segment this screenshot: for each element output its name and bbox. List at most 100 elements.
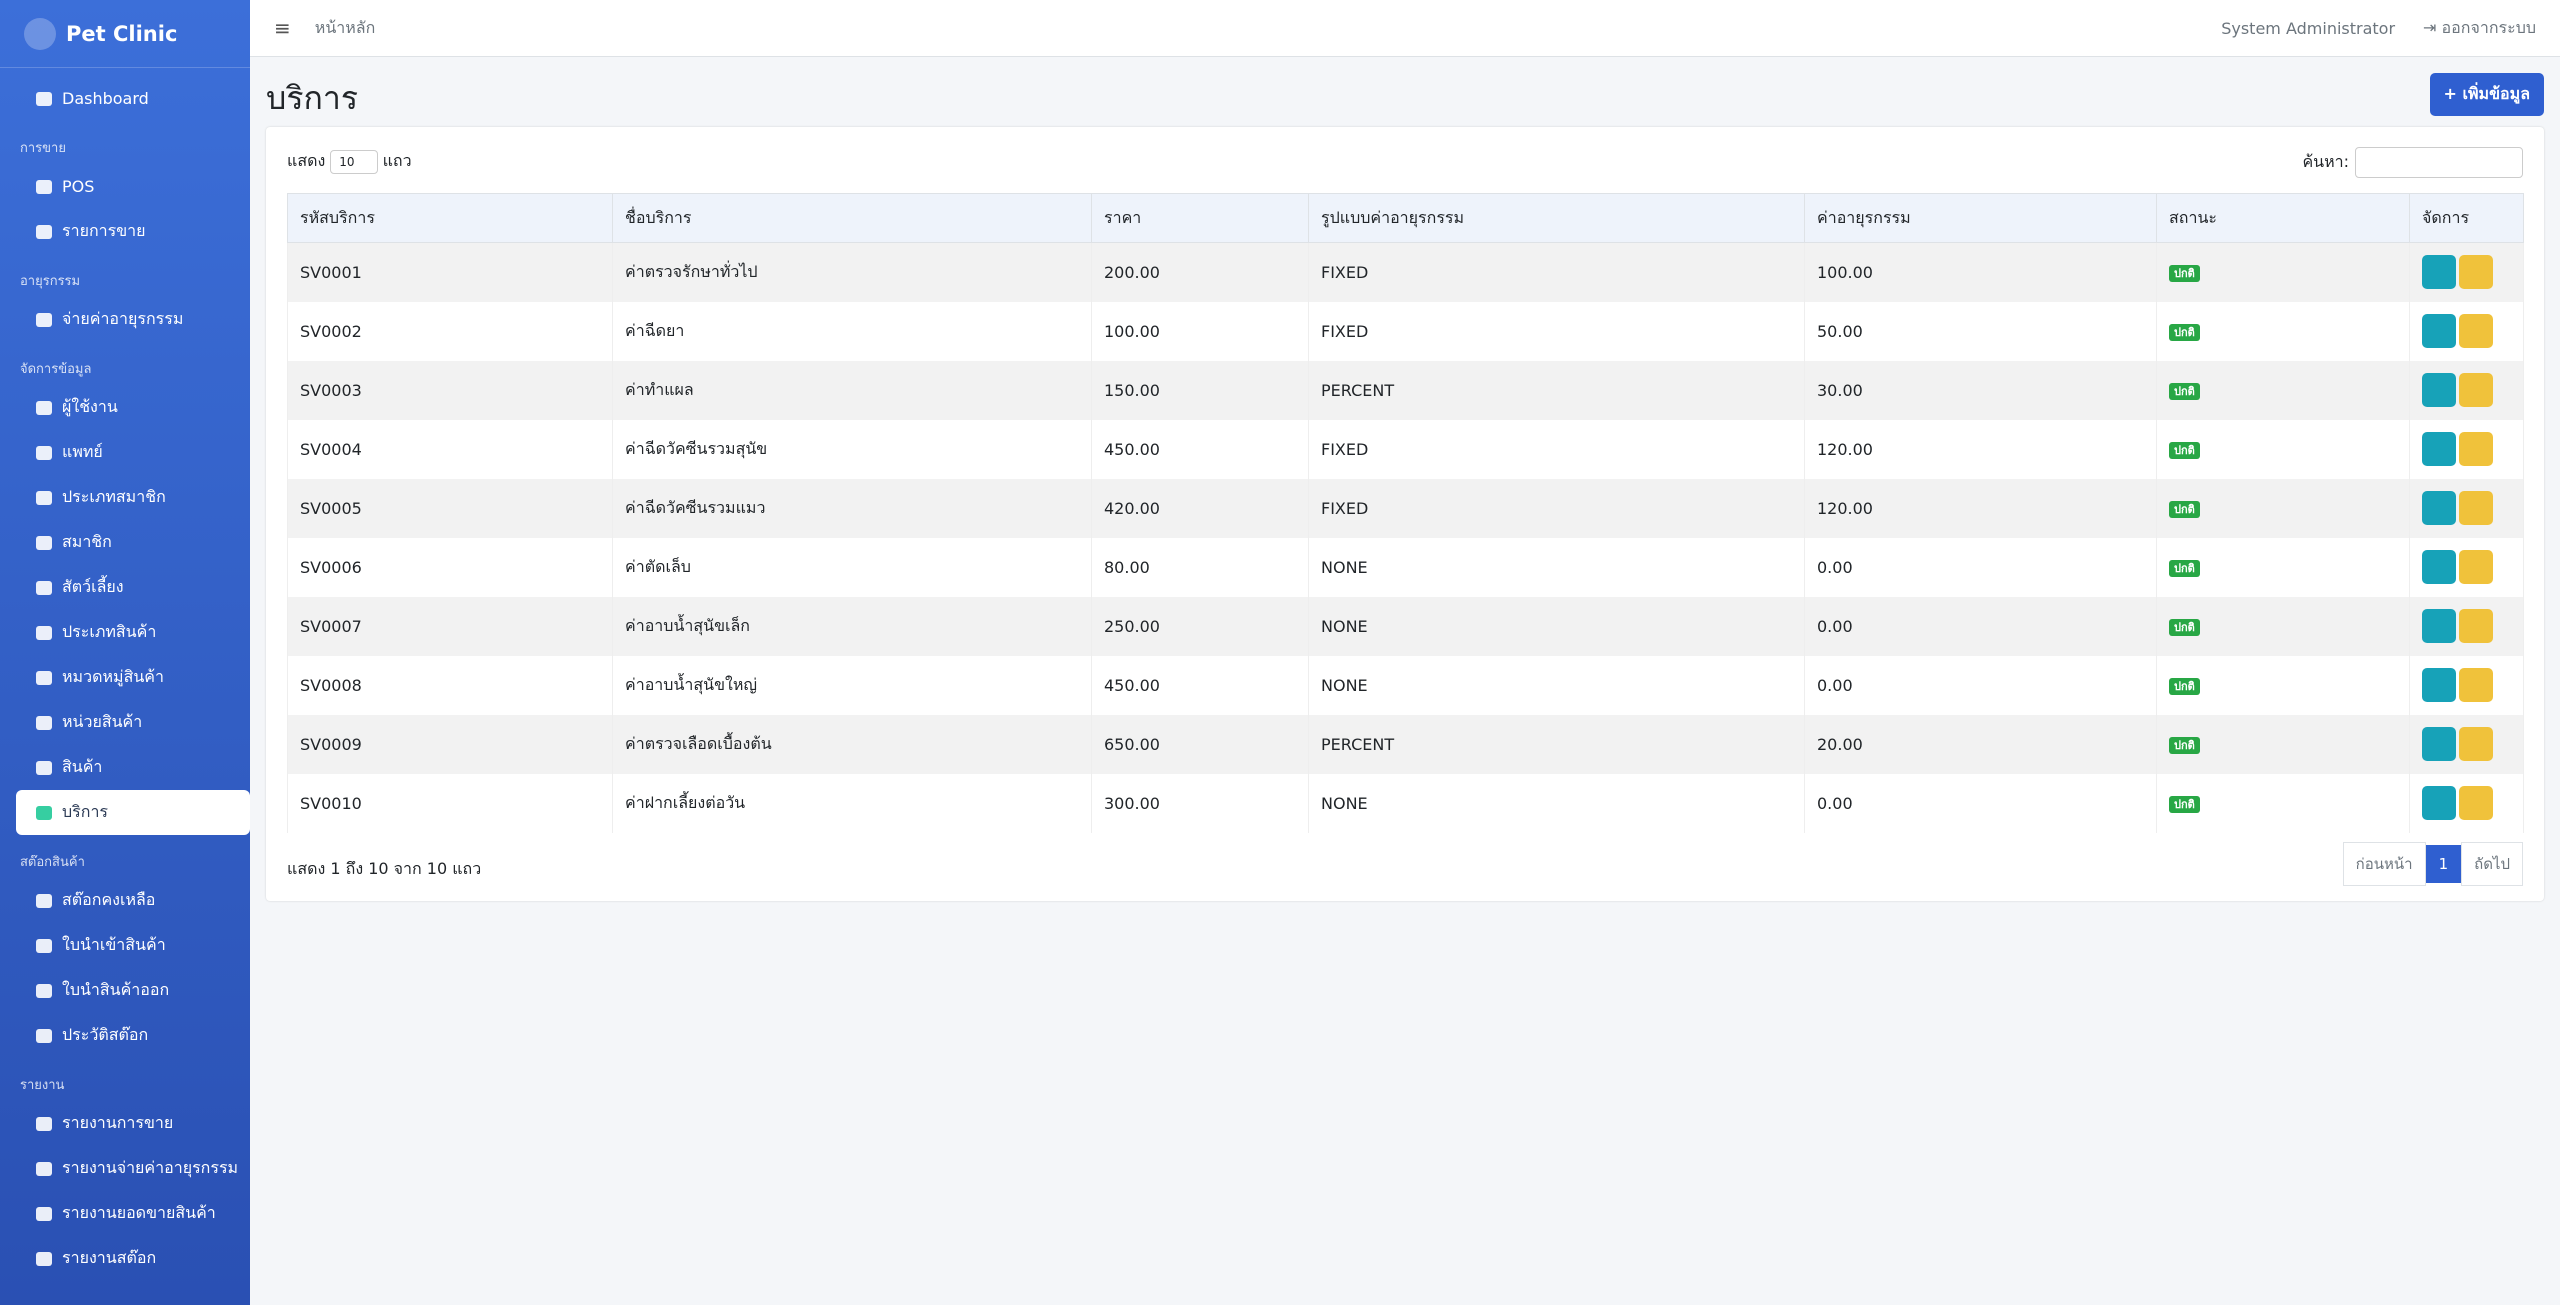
icon — [36, 1251, 52, 1266]
icon — [36, 535, 52, 550]
actions — [2409, 360, 2524, 420]
brand[interactable]: Pet Clinic — [0, 0, 250, 68]
table-cell: 300.00 — [1091, 773, 1309, 833]
menu-item[interactable]: รายงานยอดขายสินค้า — [0, 1191, 250, 1236]
search-input[interactable] — [2355, 147, 2523, 178]
menu-label: POS — [62, 177, 95, 196]
user-name[interactable]: System Administrator — [2221, 18, 2396, 38]
next-button[interactable]: ถัดไป — [2461, 842, 2523, 886]
disable-button[interactable] — [2459, 432, 2493, 466]
table-row: SV0004 ค่าฉีดวัคซีนรวมสุนัข 450.00 FIXED 120… — [287, 419, 2524, 479]
actions — [2409, 419, 2524, 479]
table: รหัสบริการ ชื่อบริการ ราคา รูปแบบค่าอายุรกร… — [287, 193, 2524, 833]
disable-button[interactable] — [2459, 786, 2493, 820]
table-row: SV0001 ค่าตรวจรักษาทั่วไป 200.00 FIXED 100.0… — [287, 242, 2524, 302]
logout[interactable]: ⇥ ออกจากระบบ — [2423, 17, 2536, 37]
column-header[interactable]: ชื่อบริการ — [612, 193, 1092, 243]
disable-button[interactable] — [2459, 668, 2493, 702]
menu-item[interactable]: สินค้า — [0, 745, 250, 790]
actions — [2409, 714, 2524, 774]
edit-button[interactable] — [2422, 432, 2456, 466]
menu-item[interactable]: แพทย์ — [0, 430, 250, 475]
menu-item[interactable]: ประเภทสินค้า — [0, 610, 250, 655]
menu-item[interactable]: รายงานสต๊อก — [0, 1236, 250, 1281]
menu-item[interactable]: บริการ — [16, 790, 250, 835]
menu-item[interactable]: สมาชิก — [0, 520, 250, 565]
logo — [24, 17, 56, 50]
menu-item[interactable]: ประเภทสมาชิก — [0, 475, 250, 520]
menu-item[interactable]: หน่วยสินค้า — [0, 700, 250, 745]
menu-item[interactable]: ใบนำเข้าสินค้า — [0, 923, 250, 968]
edit-button[interactable] — [2422, 373, 2456, 407]
menu-label: ผู้ใช้งาน — [62, 397, 118, 416]
table-row: SV0008 ค่าอาบน้ำสุนัขใหญ่ 450.00 NONE 0.00 ปก… — [287, 655, 2524, 715]
table-row: SV0006 ค่าตัดเล็บ 80.00 NONE 0.00 ปกติ — [287, 537, 2524, 597]
page-button[interactable]: 1 — [2425, 845, 2462, 883]
menu-item[interactable]: ประวัติสต๊อก — [0, 1013, 250, 1058]
table-cell: 0.00 — [1804, 655, 2157, 715]
menu-item[interactable]: ผู้ใช้งาน — [0, 385, 250, 430]
table-cell: 420.00 — [1091, 478, 1309, 538]
disable-button[interactable] — [2459, 491, 2493, 525]
hamburger[interactable]: ≡ — [274, 16, 291, 40]
table-cell: 120.00 — [1804, 478, 2157, 538]
card: แสดง 10 แถว ค้นหา: รหัสบริการ ชื่อบริการร… — [266, 127, 2544, 901]
column-header[interactable]: สถานะ — [2156, 193, 2410, 243]
menu-item[interactable]: สัตว์เลี้ยง — [0, 565, 250, 610]
column-header[interactable]: จัดการ — [2409, 193, 2524, 243]
edit-button[interactable] — [2422, 727, 2456, 761]
page-size-select[interactable]: 10 — [330, 149, 378, 174]
menu-item[interactable]: POS — [0, 164, 250, 209]
table-cell: 0.00 — [1804, 537, 2157, 597]
menu-item[interactable]: จ่ายค่าอายุรกรรม — [0, 297, 250, 342]
table-cell: ค่าอาบน้ำสุนัขใหญ่ — [612, 655, 1092, 715]
disable-button[interactable] — [2459, 727, 2493, 761]
icon — [36, 1116, 52, 1131]
menu-item[interactable]: Dashboard — [0, 76, 250, 121]
icon — [36, 893, 52, 908]
menu-item[interactable]: รายงานจ่ายค่าอายุรกรรม — [0, 1146, 250, 1191]
edit-button[interactable] — [2422, 314, 2456, 348]
menu-item[interactable]: รายการขาย — [0, 209, 250, 254]
column-header[interactable]: รหัสบริการ — [287, 193, 613, 243]
edit-button[interactable] — [2422, 491, 2456, 525]
menu-item[interactable]: หมวดหมู่สินค้า — [0, 655, 250, 700]
table-cell: SV0010 — [287, 773, 613, 833]
edit-button[interactable] — [2422, 255, 2456, 290]
actions — [2409, 242, 2524, 302]
disable-button[interactable] — [2459, 314, 2493, 348]
table-cell: ค่าตัดเล็บ — [612, 537, 1092, 597]
column-header[interactable]: ค่าอายุรกรรม — [1804, 193, 2157, 243]
menu-item[interactable]: รายงานการขาย — [0, 1101, 250, 1146]
table-cell: FIXED — [1308, 478, 1805, 538]
icon — [36, 715, 52, 730]
disable-button[interactable] — [2459, 550, 2493, 584]
status-badge: ปกติ — [2169, 324, 2200, 341]
menu-item[interactable]: สต๊อกคงเหลือ — [0, 878, 250, 923]
main: บริการ + เพิ่มข้อมูล แสดง 10 แถว ค้นหา: … — [250, 57, 2560, 1305]
column-header[interactable]: รูปแบบค่าอายุรกรรม — [1308, 193, 1805, 243]
table-cell: SV0008 — [287, 655, 613, 715]
prev-button[interactable]: ก่อนหน้า — [2342, 842, 2426, 886]
icon — [36, 91, 52, 106]
edit-button[interactable] — [2422, 668, 2456, 702]
disable-button[interactable] — [2459, 609, 2493, 643]
menu-label: รายงานสต๊อก — [62, 1248, 157, 1267]
add-text: เพิ่มข้อมูล — [2462, 84, 2530, 103]
icon — [36, 312, 52, 327]
edit-button[interactable] — [2422, 786, 2456, 820]
disable-button[interactable] — [2459, 255, 2493, 290]
icon — [36, 983, 52, 998]
menu-item[interactable]: ใบนำสินค้าออก — [0, 968, 250, 1013]
edit-button[interactable] — [2422, 550, 2456, 584]
breadcrumb[interactable]: หน้าหลัก — [314, 17, 376, 37]
table-cell: 100.00 — [1091, 301, 1309, 361]
disable-button[interactable] — [2459, 373, 2493, 407]
table-cell: PERCENT — [1308, 360, 1805, 420]
menu-label: บริการ — [62, 802, 109, 821]
edit-button[interactable] — [2422, 609, 2456, 643]
add-button[interactable]: + เพิ่มข้อมูล — [2429, 73, 2544, 116]
column-header[interactable]: ราคา — [1091, 193, 1309, 243]
table-cell: ปกติ — [2156, 301, 2410, 361]
icon — [36, 179, 52, 194]
